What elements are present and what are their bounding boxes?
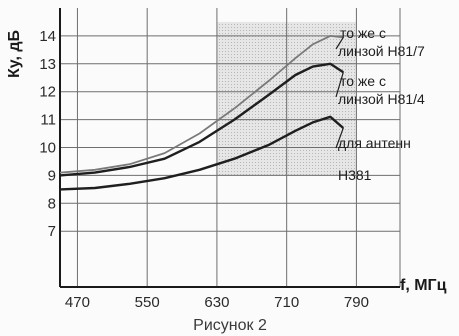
series-line-2 — [59, 115, 345, 191]
series-leader-2 — [335, 127, 344, 149]
y-tick-label-13: 13 — [39, 56, 56, 73]
y-tick-label-12: 12 — [39, 84, 56, 101]
series-leader-1 — [335, 72, 344, 98]
series-leader-0 — [335, 36, 344, 50]
series-label-h381-line1: для антенн — [338, 135, 411, 151]
series-label-h817-line2: линзой H81/7 — [338, 43, 425, 59]
tick-layer: 7 8 9 10 11 12 13 14 470 550 630 710 790 — [39, 28, 369, 311]
y-tick-label-11: 11 — [40, 112, 56, 129]
x-tick-label-470: 470 — [65, 294, 90, 311]
x-axis-title: f, МГц — [400, 277, 447, 294]
series-line-0 — [59, 35, 344, 174]
grid-layer — [59, 8, 401, 288]
series-label-h817-line1: то же с — [340, 25, 386, 41]
figure-caption: Рисунок 2 — [193, 317, 267, 334]
x-tick-label-710: 710 — [274, 294, 299, 311]
series-layer — [59, 35, 345, 191]
x-tick-label-550: 550 — [135, 294, 160, 311]
series-label-h814-line2: линзой H81/4 — [338, 91, 425, 107]
series-label-h814-line1: то же с — [340, 73, 386, 89]
series-label-h381-line2: H381 — [338, 167, 372, 183]
series-line-1 — [59, 62, 344, 177]
x-tick-label-790: 790 — [344, 294, 369, 311]
y-tick-label-10: 10 — [39, 140, 56, 157]
y-tick-label-14: 14 — [39, 28, 56, 45]
y-tick-label-9: 9 — [48, 167, 56, 184]
y-tick-label-7: 7 — [48, 223, 56, 240]
y-tick-label-8: 8 — [48, 195, 56, 212]
y-axis-title: Ку, дБ — [6, 30, 23, 78]
x-tick-label-630: 630 — [204, 294, 229, 311]
